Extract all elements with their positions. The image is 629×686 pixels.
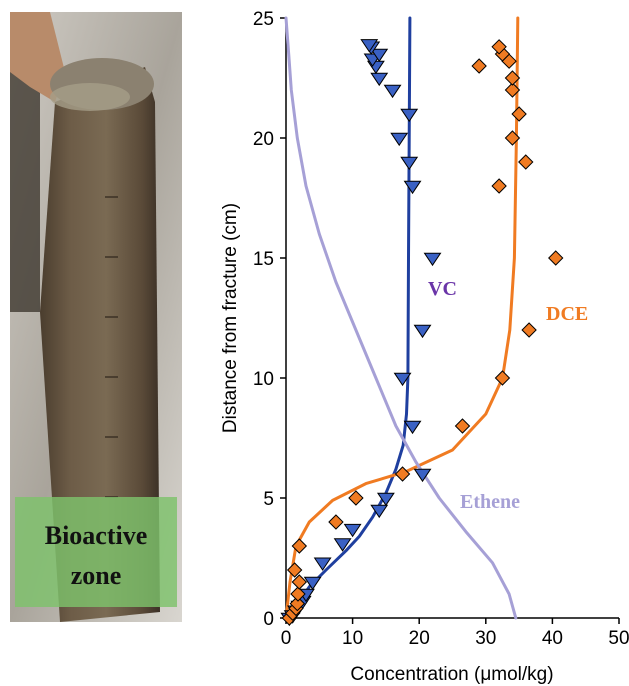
vc-data-point (313, 557, 332, 571)
x-tick-label: 10 (342, 628, 363, 649)
dce-data-point (291, 538, 308, 554)
y-ticks: 0 5 10 15 20 25 (253, 9, 286, 630)
vc-data-point (370, 504, 389, 519)
dce-data-point (504, 70, 521, 86)
dce-data-point (328, 514, 344, 530)
bioactive-zone-label: Bioactive (45, 521, 148, 550)
vc-data-point (360, 39, 379, 53)
y-tick-label: 10 (253, 369, 274, 390)
dce-data-point (548, 250, 564, 266)
vc-data-point (376, 492, 395, 507)
vc-data-point (423, 252, 442, 267)
annotation-dce: DCE (546, 303, 588, 325)
x-ticks: 0 10 20 30 40 50 (281, 618, 629, 649)
dce-data-point (289, 595, 306, 612)
vc-data-point (370, 72, 389, 87)
vc-data-point (343, 523, 362, 538)
annotation-ethene: Ethene (460, 491, 520, 513)
concentration-profile-chart: 0 10 20 30 40 50 0 5 10 15 20 25 Concentration (μm… (220, 9, 629, 685)
x-tick-label: 0 (281, 628, 292, 649)
fit-lines (284, 16, 520, 620)
dce-data-point (291, 574, 308, 590)
y-tick-label: 0 (263, 609, 274, 630)
vc-data-point (393, 372, 412, 387)
soil-core-photo: Bioactive zone (10, 12, 182, 622)
dce-data-point (504, 130, 521, 146)
bioactive-zone-label-line2: zone (71, 561, 122, 590)
y-tick-label: 5 (263, 489, 274, 510)
x-tick-label: 20 (409, 628, 430, 649)
dce-data-point (491, 39, 507, 55)
vc-data-point (383, 84, 402, 99)
x-tick-label: 50 (608, 628, 629, 649)
vc-data-point (303, 576, 322, 591)
soil-core-body (40, 67, 160, 622)
y-tick-label: 20 (253, 129, 274, 150)
x-axis-label: Concentration (μmol/kg) (350, 664, 553, 685)
vc-data-point (413, 468, 432, 483)
dce-data-point (286, 562, 303, 578)
dce-data-point (290, 586, 306, 602)
vc-data-point (400, 156, 419, 171)
dce-data-point (471, 58, 487, 74)
dce-data-point (504, 82, 521, 98)
dce-data-point (494, 370, 511, 386)
vc-data-point (390, 132, 409, 147)
dce-data-point (518, 154, 534, 170)
vc-data-point (333, 538, 352, 552)
dce-data-point (348, 490, 364, 506)
y-tick-label: 15 (253, 249, 274, 270)
x-tick-label: 40 (542, 628, 563, 649)
dce-fit-line (284, 16, 520, 620)
vc-data-point (413, 324, 432, 339)
vc-data-point (403, 180, 422, 195)
vc-data-point (403, 420, 422, 435)
vc-data-point (370, 48, 389, 63)
data-markers (280, 39, 564, 627)
core-top-crumbs (50, 83, 130, 111)
dce-data-point (511, 106, 527, 122)
dce-data-point (521, 322, 537, 338)
ethene-fit-line (284, 16, 518, 620)
y-axis-label: Distance from fracture (cm) (220, 203, 241, 433)
dce-data-point (394, 466, 411, 482)
dce-data-point (454, 418, 471, 434)
bioactive-zone-box (15, 497, 177, 607)
vc-data-point (400, 108, 419, 123)
annotation-vc: VC (428, 278, 457, 300)
x-tick-label: 30 (475, 628, 496, 649)
y-tick-label: 25 (253, 9, 274, 30)
dce-data-point (491, 178, 507, 194)
